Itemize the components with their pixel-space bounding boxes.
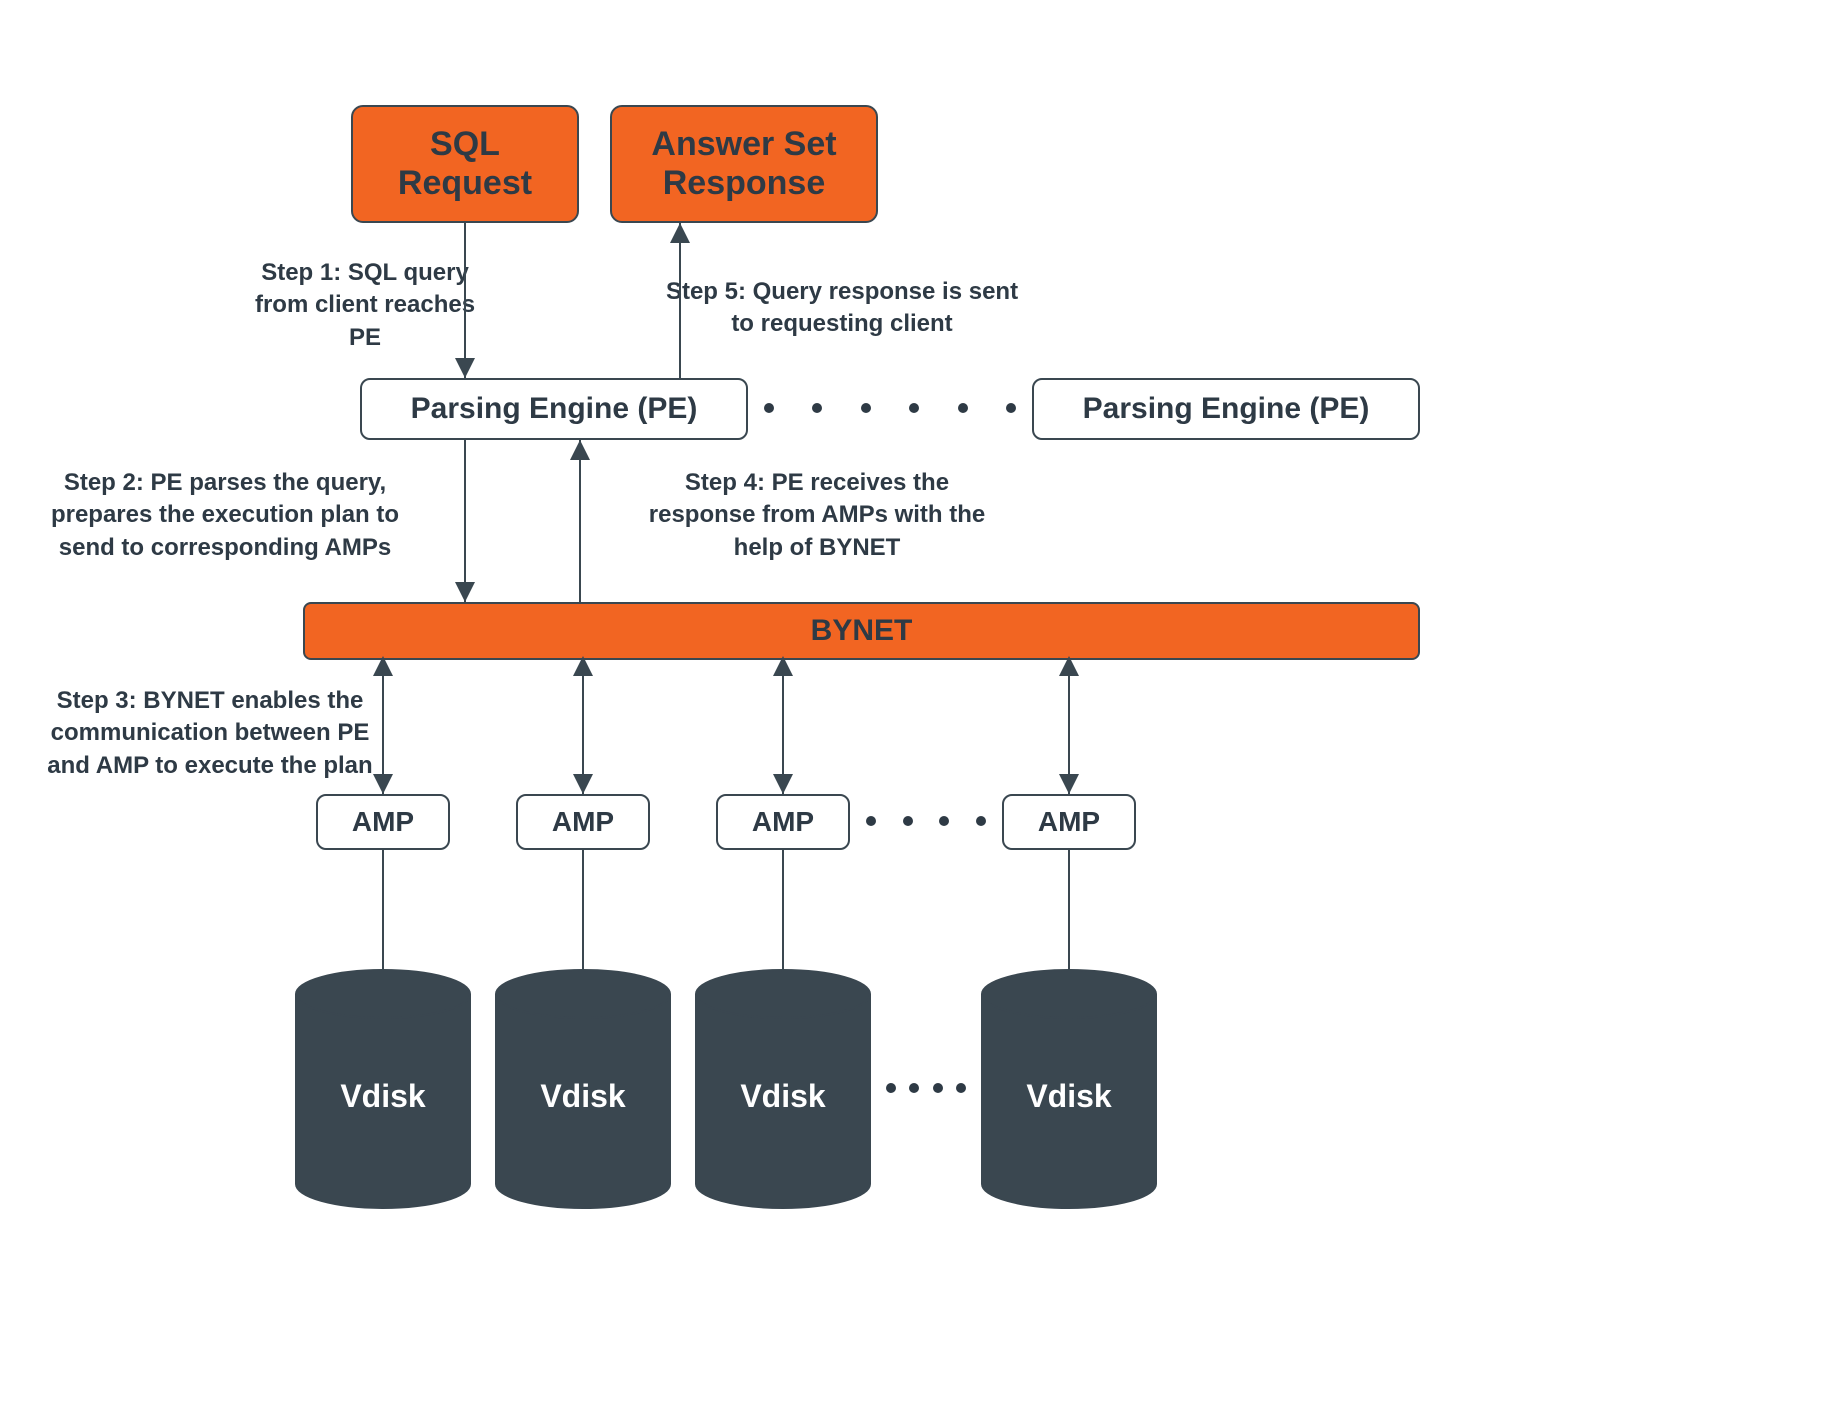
sql-request-label-1: SQL (398, 125, 532, 164)
amp-box-1: AMP (316, 794, 450, 850)
amp-label-2: AMP (552, 806, 614, 838)
teradata-architecture-diagram: SQL Request Answer Set Response Parsing … (0, 0, 1832, 1427)
step-3-text: Step 3: BYNET enables the communication … (20, 685, 400, 782)
answer-set-response-box: Answer Set Response (610, 105, 878, 223)
svg-text:Vdisk: Vdisk (740, 1078, 826, 1114)
sql-request-label-2: Request (398, 164, 532, 203)
parsing-engine-right-label: Parsing Engine (PE) (1083, 392, 1370, 426)
svg-text:Vdisk: Vdisk (340, 1078, 426, 1114)
step-1-text: Step 1: SQL query from client reaches PE (225, 257, 505, 354)
svg-text:Vdisk: Vdisk (1026, 1078, 1112, 1114)
amp-ellipsis-dots (866, 816, 986, 826)
answer-set-label-2: Response (651, 164, 836, 203)
parsing-engine-left-box: Parsing Engine (PE) (360, 378, 748, 440)
answer-set-label-1: Answer Set (651, 125, 836, 164)
amp-box-4: AMP (1002, 794, 1136, 850)
parsing-engine-left-label: Parsing Engine (PE) (411, 392, 698, 426)
bynet-label: BYNET (811, 614, 913, 648)
pe-ellipsis-dots (764, 403, 1016, 413)
parsing-engine-right-box: Parsing Engine (PE) (1032, 378, 1420, 440)
step-5-text: Step 5: Query response is sent to reques… (642, 276, 1042, 341)
amp-label-4: AMP (1038, 806, 1100, 838)
step-2-text: Step 2: PE parses the query, prepares th… (25, 467, 425, 564)
amp-box-2: AMP (516, 794, 650, 850)
vdisk-ellipsis-dots (886, 1083, 966, 1093)
amp-box-3: AMP (716, 794, 850, 850)
sql-request-box: SQL Request (351, 105, 579, 223)
step-4-text: Step 4: PE receives the response from AM… (627, 467, 1007, 564)
amp-label-3: AMP (752, 806, 814, 838)
amp-label-1: AMP (352, 806, 414, 838)
bynet-box: BYNET (303, 602, 1420, 660)
svg-text:Vdisk: Vdisk (540, 1078, 626, 1114)
